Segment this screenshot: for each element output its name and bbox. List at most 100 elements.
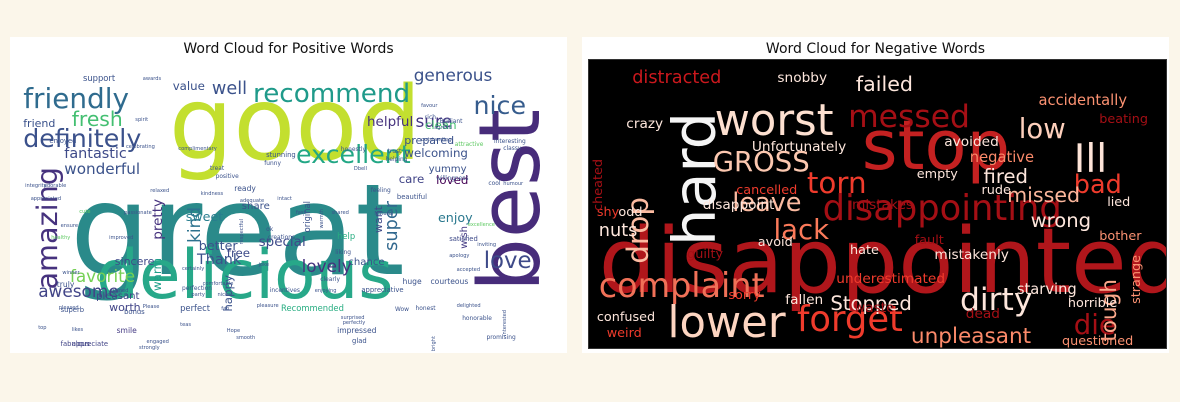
word-support: support	[83, 72, 116, 83]
word-healthy: healthy	[51, 235, 71, 242]
word-accidentally: accidentally	[1038, 91, 1128, 109]
word-please: Please	[142, 303, 160, 310]
word-underestimated: underestimated	[836, 270, 946, 287]
word-passionate: passionate	[124, 209, 152, 216]
word-delighted: delighted	[456, 302, 481, 309]
word-definitely: definitely	[23, 124, 142, 154]
word-special: special	[258, 234, 306, 251]
word-sweet: sweet	[185, 208, 224, 224]
word-messed: messed	[848, 98, 970, 135]
word-beautiful: beautiful	[396, 192, 428, 201]
word-excellent: excellent	[296, 139, 411, 169]
word-fabulous: fabulous	[60, 339, 90, 348]
word-bad: bad	[1073, 170, 1122, 201]
word-hope: Hope	[226, 328, 241, 334]
word-interested: interested	[502, 310, 509, 337]
word-warmth: warmth	[319, 209, 326, 229]
word-lower: lower	[667, 298, 786, 349]
word-better: better	[198, 237, 238, 253]
word-empty: empty	[916, 167, 958, 183]
word-questioned: questioned	[1062, 334, 1134, 349]
word-forget: forget	[797, 299, 903, 341]
word-favour: favour	[421, 103, 438, 110]
word-mistakes: mistakes	[852, 197, 914, 213]
word-sincere: sincere	[114, 255, 155, 269]
word-awards: awards	[142, 76, 162, 83]
word-mistakenly: mistakenly	[934, 246, 1009, 263]
word-delicious: delicious	[96, 235, 394, 315]
word-disappointing: disappointing	[822, 188, 1062, 230]
word-surprised: surprised	[340, 314, 365, 321]
word-bother: bother	[1099, 228, 1142, 244]
word-welcoming: welcoming	[404, 146, 468, 161]
word-smooth: smooth	[236, 334, 256, 341]
word-winner: winner	[62, 269, 80, 276]
word-friendly: friendly	[23, 81, 130, 115]
word-appreciative: appreciative	[361, 285, 404, 294]
word-fault: fault	[914, 232, 944, 248]
word-super: super	[381, 200, 402, 251]
word-relaxed: relaxed	[150, 187, 170, 194]
word-pleasant: pleasant	[96, 290, 140, 302]
word-natural: Natural	[374, 211, 394, 218]
word-kindness: kindness	[200, 191, 224, 198]
word-humour: humour	[503, 181, 524, 187]
word-stopped: Stopped	[830, 292, 912, 316]
word-improved: improved	[109, 235, 134, 242]
word-joke: joke	[258, 262, 270, 269]
word-ensure: ensure	[60, 223, 78, 230]
word-worth: worth	[109, 301, 141, 314]
word-lack: lack	[773, 213, 830, 246]
word-honorable: honorable	[462, 316, 492, 323]
word-fast: fast	[296, 209, 306, 216]
word-creations: creations	[267, 235, 296, 242]
word-thank: Thank	[197, 252, 242, 268]
word-fresh: fresh	[71, 107, 123, 132]
word-enjoyed: enjoyed	[49, 137, 77, 146]
word-original: original	[302, 200, 313, 232]
word-ready: ready	[234, 184, 256, 194]
word-wow: Wow	[395, 306, 409, 313]
positive-wordcloud: great good delicious best friendly recommend e…	[12, 57, 565, 351]
word-weird: weird	[606, 326, 642, 342]
word-apology: apology	[449, 252, 470, 259]
word-loved: loved	[436, 173, 469, 188]
word-appreciate: appreciate	[71, 339, 109, 348]
word-horrible: horrible	[1067, 296, 1118, 312]
word-engaged: engaged	[146, 339, 169, 345]
word-missed: missed	[1007, 183, 1081, 208]
word-promising: promising	[486, 334, 516, 341]
word-willingness: willingness	[436, 176, 469, 182]
word-torn: torn	[806, 166, 867, 201]
word-nice: nice	[473, 90, 527, 120]
word-incentives: incentives	[269, 287, 300, 294]
word-avoid: avoid	[757, 234, 793, 250]
word-helping: helping	[385, 157, 408, 164]
word-want: want	[371, 205, 385, 233]
word-recommended: Recommended	[281, 302, 344, 313]
word-intact: intact	[277, 196, 292, 203]
word-stop: stop	[861, 105, 1011, 186]
word-comfortable: comfortable	[202, 280, 234, 287]
word-value: value	[172, 78, 205, 93]
word-perfectly: perfectly	[342, 319, 366, 326]
word-free: free	[226, 245, 251, 260]
word-liking: liking	[335, 250, 351, 257]
word-top: top	[38, 324, 47, 331]
word-recommend: recommend	[253, 78, 411, 109]
word-respectful: respectful	[238, 219, 245, 245]
word-certainly: certainly	[182, 265, 205, 272]
word-failed: failed	[855, 71, 913, 96]
word-clean: clean	[424, 117, 457, 132]
word-nuts: nuts	[598, 220, 638, 241]
word-enjoy: enjoy	[438, 210, 473, 226]
word-feeling: feeling	[370, 187, 391, 194]
word-rich: rich	[424, 115, 436, 122]
word-attractive: attractive	[454, 142, 484, 149]
word-clearly: clearly	[320, 277, 340, 284]
word-favorite: favorite	[69, 266, 136, 287]
word-courteous: courteous	[430, 277, 469, 287]
word-excellence: excellence	[467, 221, 495, 228]
word-dead: dead	[965, 306, 1000, 323]
word-classy: classy	[503, 145, 522, 152]
